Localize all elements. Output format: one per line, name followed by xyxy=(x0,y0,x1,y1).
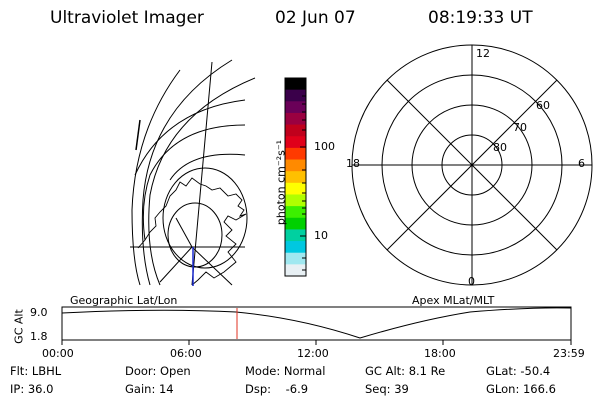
glat-info: GLat: -50.4 xyxy=(486,364,551,378)
apex-caption: Apex MLat/MLT xyxy=(412,294,495,307)
seq-info: Seq: 39 xyxy=(365,382,409,396)
colorbar-band xyxy=(285,171,306,184)
time-tick-2359: 23:59 xyxy=(553,347,585,360)
colorbar-band xyxy=(285,241,306,254)
ip-info: IP: 36.0 xyxy=(10,382,54,396)
colorbar-band xyxy=(285,206,306,219)
time-tick-0600: 06:00 xyxy=(170,347,202,360)
colorbar-band xyxy=(285,182,306,196)
time-label: 08:19:33 UT xyxy=(428,8,533,28)
dsp-info: Dsp: -6.9 xyxy=(245,382,309,396)
date-label: 02 Jun 07 xyxy=(275,8,356,28)
colorbar-band xyxy=(285,136,306,149)
time-tick-1800: 18:00 xyxy=(424,347,456,360)
mlt-label-6: 6 xyxy=(578,157,585,170)
colorbar-band xyxy=(285,217,306,231)
altitude-tick-high: 9.0 xyxy=(30,306,48,319)
time-tick-0000: 00:00 xyxy=(42,347,74,360)
mlat-label-80: 80 xyxy=(493,141,507,154)
gain-info: Gain: 14 xyxy=(125,382,174,396)
mlt-label-0: 0 xyxy=(468,275,475,288)
colorbar-band xyxy=(285,159,306,172)
mode-info: Mode: Normal xyxy=(245,364,326,378)
gc-alt-info: GC Alt: 8.1 Re xyxy=(365,364,446,378)
colorbar-band xyxy=(285,194,306,207)
colorbar-band xyxy=(285,147,306,161)
colorbar-band xyxy=(285,229,306,242)
geographic-caption: Geographic Lat/Lon xyxy=(70,294,178,307)
filter-info: Flt: LBHL xyxy=(10,364,62,378)
colorbar-band xyxy=(285,112,306,126)
colorbar-tick-100: 100 xyxy=(314,140,335,153)
door-info: Door: Open xyxy=(125,364,191,378)
altitude-curve xyxy=(61,307,572,339)
mlt-label-12: 12 xyxy=(476,47,490,60)
altitude-tick-low: 1.8 xyxy=(30,330,48,343)
colorbar-band xyxy=(285,264,306,277)
colorbar-band xyxy=(285,101,306,114)
altitude-frame xyxy=(61,306,572,341)
time-tick-1200: 12:00 xyxy=(297,347,329,360)
colorbar-band xyxy=(285,252,306,265)
glon-info: GLon: 166.6 xyxy=(486,382,556,396)
instrument-title: Ultraviolet Imager xyxy=(50,8,204,28)
mlt-label-18: 18 xyxy=(346,157,360,170)
colorbar-band xyxy=(285,89,306,102)
mlat-label-60: 60 xyxy=(536,99,550,112)
colorbar-band xyxy=(285,78,306,91)
colorbar-tick-10: 10 xyxy=(314,229,328,242)
colorbar-band xyxy=(285,124,306,137)
mlat-label-70: 70 xyxy=(513,121,527,134)
